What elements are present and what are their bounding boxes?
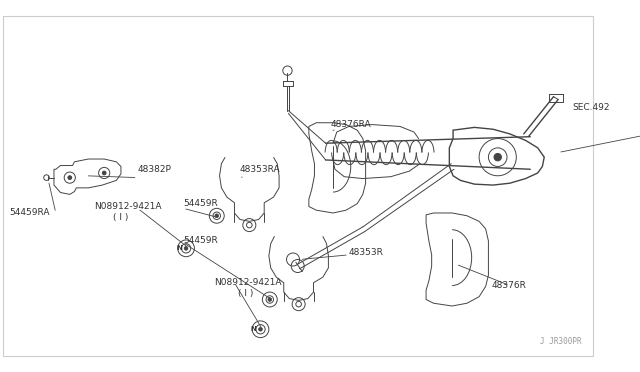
Text: 48376RA: 48376RA xyxy=(330,120,371,129)
Circle shape xyxy=(102,171,106,175)
Text: 48353RA: 48353RA xyxy=(239,165,280,174)
Text: SEC.492: SEC.492 xyxy=(572,103,610,112)
Text: 48382P: 48382P xyxy=(138,165,172,174)
Text: ( I ): ( I ) xyxy=(113,213,128,222)
Text: N: N xyxy=(250,326,256,332)
Circle shape xyxy=(215,214,219,218)
Text: 54459R: 54459R xyxy=(183,199,218,208)
Text: N08912-9421A: N08912-9421A xyxy=(94,202,161,211)
Text: N08912-9421A: N08912-9421A xyxy=(214,278,282,287)
Text: 54459RA: 54459RA xyxy=(10,208,50,218)
Circle shape xyxy=(68,176,72,179)
Circle shape xyxy=(259,327,262,331)
Text: N: N xyxy=(177,245,182,251)
Circle shape xyxy=(268,298,271,301)
Text: 54459R: 54459R xyxy=(183,236,218,246)
Circle shape xyxy=(494,153,501,161)
Text: 48376R: 48376R xyxy=(492,281,526,290)
Text: 48353R: 48353R xyxy=(349,248,384,257)
Text: ( I ): ( I ) xyxy=(238,289,253,298)
Circle shape xyxy=(184,247,188,250)
Text: J JR300PR: J JR300PR xyxy=(540,337,582,346)
